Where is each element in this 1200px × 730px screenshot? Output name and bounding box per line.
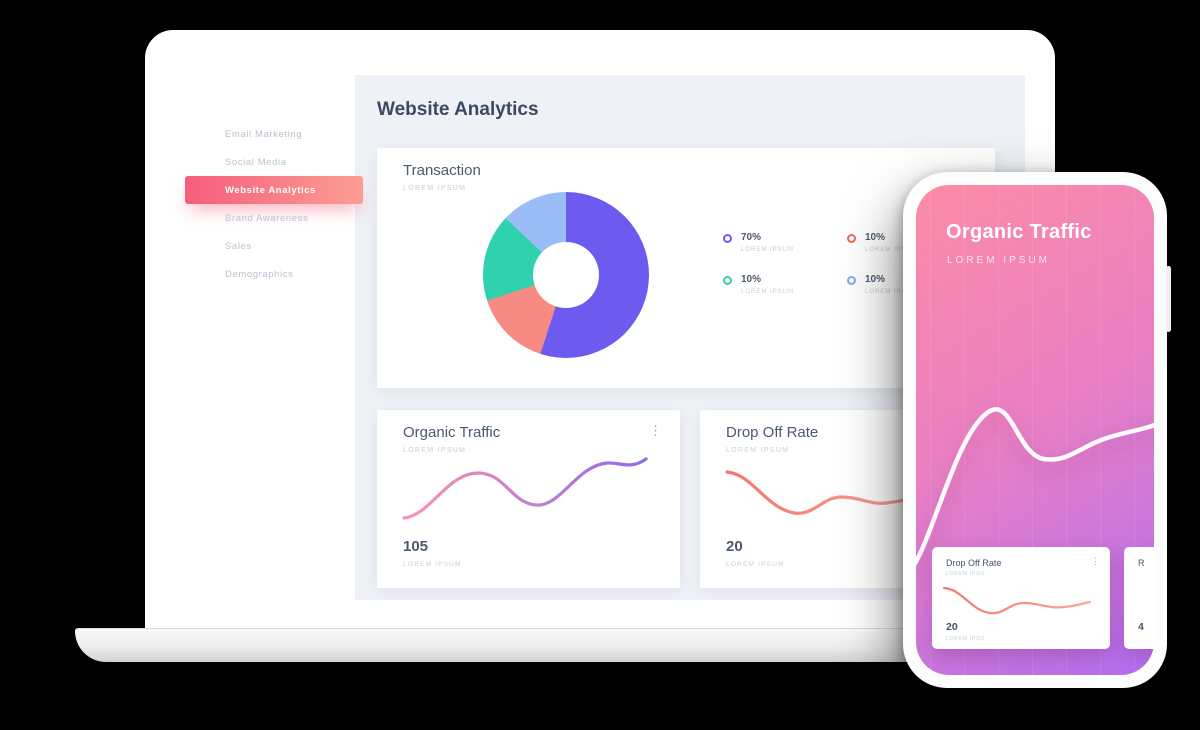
transaction-card: Transaction LOREM IPSUM 70% LOREM IPSUM … — [377, 148, 995, 388]
organic-card-subtitle: LOREM IPSUM — [403, 447, 467, 454]
sidebar-item-demographics[interactable]: Demographics — [225, 268, 294, 280]
legend-label: LOREM IPSUM — [865, 247, 919, 253]
phone-card-subtitle: LOREM IPSU — [946, 571, 985, 577]
phone-second-card: R 4 — [1124, 547, 1154, 649]
phone-card-value: 20 — [946, 621, 958, 633]
legend-item-red: 10% LOREM IPSUM — [847, 232, 971, 258]
legend-ring-teal-icon — [723, 276, 732, 285]
donut-hole — [533, 242, 599, 308]
organic-card-title: Organic Traffic — [403, 424, 501, 441]
sidebar-item-social-media[interactable]: Social Media — [225, 156, 287, 168]
legend-value: 10% — [865, 232, 886, 243]
legend-ring-purple-icon — [723, 234, 732, 243]
donut-chart — [483, 192, 649, 358]
legend-label: LOREM IPSUM — [741, 247, 795, 253]
page-title: Website Analytics — [377, 99, 539, 120]
legend-item-teal: 10% LOREM IPSUM — [723, 274, 847, 300]
dropoff-value: 20 — [726, 538, 743, 555]
phone-side-button — [1166, 266, 1171, 332]
legend-value: 70% — [741, 232, 762, 243]
legend-label: LOREM IPSUM — [741, 289, 795, 295]
sidebar-item-email-marketing[interactable]: Email Marketing — [225, 128, 303, 140]
phone-dropoff-card: Drop Off Rate LOREM IPSU 20 LOREM IPSU — [932, 547, 1110, 649]
phone-card-value-label: LOREM IPSU — [946, 636, 985, 642]
dropoff-value-label: LOREM IPSUM — [726, 561, 785, 568]
transaction-card-title: Transaction — [403, 162, 481, 179]
legend-item-purple: 70% LOREM IPSUM — [723, 232, 847, 258]
kebab-menu-icon[interactable] — [649, 424, 662, 437]
phone-page-subtitle: LOREM IPSUM — [947, 255, 1051, 266]
dropoff-card-title: Drop Off Rate — [726, 424, 819, 441]
organic-line-chart — [402, 457, 648, 520]
organic-traffic-card: Organic Traffic LOREM IPSUM 105 LOREM IP… — [377, 410, 680, 588]
phone-line-chart — [916, 407, 1154, 567]
kebab-menu-icon[interactable] — [1091, 557, 1100, 566]
donut-legend: 70% LOREM IPSUM 10% LOREM IPSUM 10% LORE… — [723, 232, 971, 300]
legend-ring-blue-icon — [847, 276, 856, 285]
phone-card-value: 4 — [1138, 621, 1144, 633]
legend-value: 10% — [741, 274, 762, 285]
phone-card-title: Drop Off Rate — [946, 558, 1002, 568]
transaction-card-subtitle: LOREM IPSUM — [403, 185, 467, 192]
legend-ring-red-icon — [847, 234, 856, 243]
phone-screen: Organic Traffic LOREM IPSUM Drop Off Rat… — [916, 185, 1154, 675]
organic-value: 105 — [403, 538, 429, 555]
sidebar-item-sales[interactable]: Sales — [225, 240, 252, 252]
organic-value-label: LOREM IPSUM — [403, 561, 462, 568]
phone-page-title: Organic Traffic — [946, 221, 1092, 243]
legend-value: 10% — [865, 274, 886, 285]
phone-frame: Organic Traffic LOREM IPSUM Drop Off Rat… — [903, 172, 1171, 688]
legend-label: LOREM IPSUM — [865, 289, 919, 295]
dropoff-line-chart — [725, 470, 938, 515]
phone-card-line-chart — [942, 586, 1092, 615]
sidebar-item-brand-awareness[interactable]: Brand Awareness — [225, 212, 309, 224]
dropoff-card-subtitle: LOREM IPSUM — [726, 447, 790, 454]
phone-card-title: R — [1138, 558, 1145, 568]
legend-item-blue: 10% LOREM IPSUM — [847, 274, 971, 300]
sidebar-item-website-analytics[interactable]: Website Analytics — [185, 176, 363, 204]
sidebar: Email Marketing Social Media Website Ana… — [185, 120, 363, 288]
